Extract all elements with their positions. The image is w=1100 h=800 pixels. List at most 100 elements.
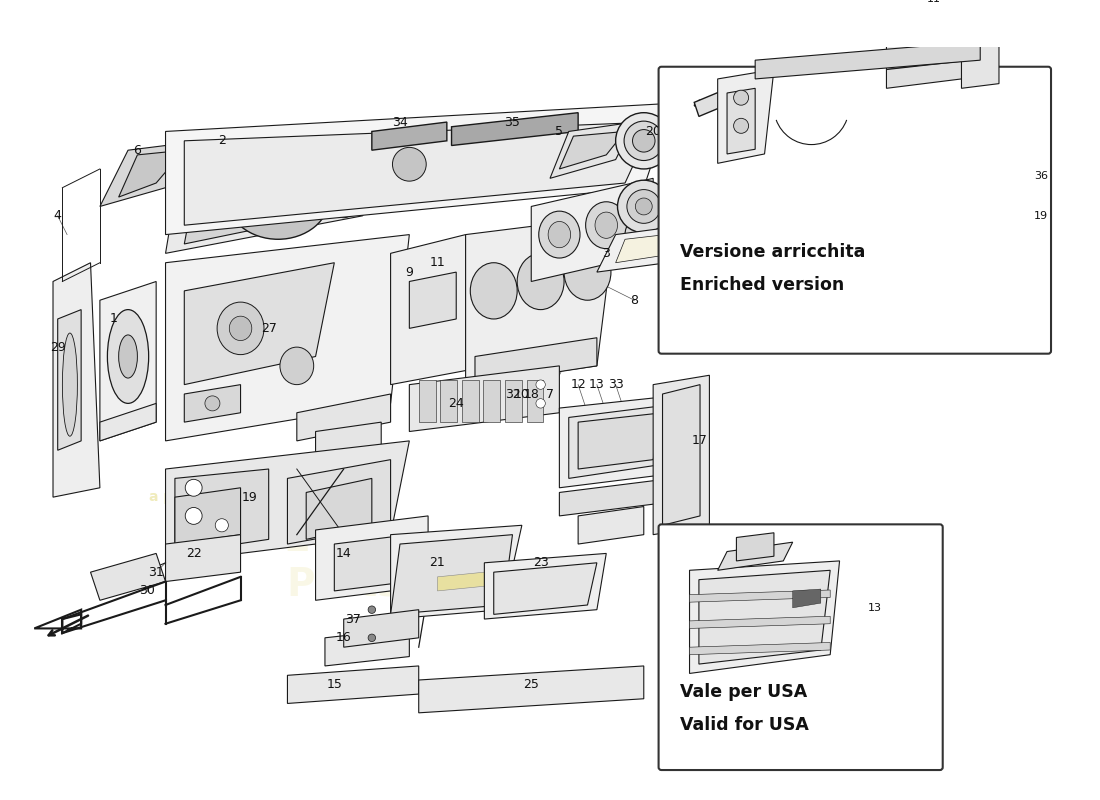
Polygon shape [53, 262, 100, 497]
Ellipse shape [185, 507, 202, 524]
Polygon shape [185, 122, 653, 226]
Polygon shape [57, 310, 81, 450]
Ellipse shape [548, 222, 571, 248]
Text: 13: 13 [588, 378, 605, 391]
Polygon shape [793, 589, 821, 608]
Text: 32: 32 [505, 387, 520, 401]
Polygon shape [185, 262, 334, 385]
Ellipse shape [119, 335, 138, 378]
Text: 14: 14 [336, 547, 352, 560]
Polygon shape [961, 0, 999, 88]
Text: 19: 19 [242, 490, 257, 504]
Polygon shape [672, 131, 710, 150]
Polygon shape [616, 226, 747, 262]
Ellipse shape [632, 130, 654, 152]
Polygon shape [343, 610, 419, 647]
Text: 9: 9 [406, 266, 414, 278]
Polygon shape [119, 150, 185, 197]
Text: 13: 13 [868, 603, 882, 613]
Ellipse shape [564, 244, 611, 300]
Text: Valid for USA: Valid for USA [680, 716, 808, 734]
Polygon shape [531, 178, 653, 282]
Ellipse shape [636, 198, 652, 215]
Text: 6: 6 [133, 144, 141, 157]
Polygon shape [887, 0, 971, 70]
Polygon shape [451, 113, 579, 146]
Ellipse shape [616, 113, 672, 169]
Polygon shape [690, 590, 830, 602]
Text: 31: 31 [148, 566, 164, 578]
FancyBboxPatch shape [659, 524, 943, 770]
Polygon shape [185, 385, 241, 422]
Polygon shape [662, 385, 700, 526]
Polygon shape [690, 642, 830, 654]
Text: 24: 24 [449, 397, 464, 410]
Ellipse shape [227, 155, 330, 239]
Ellipse shape [585, 202, 627, 249]
Polygon shape [409, 366, 560, 431]
Polygon shape [306, 478, 372, 539]
Polygon shape [90, 554, 165, 600]
Polygon shape [409, 272, 456, 328]
Polygon shape [165, 122, 428, 254]
Polygon shape [419, 380, 436, 422]
Text: 11: 11 [430, 256, 446, 270]
Text: 22: 22 [186, 547, 201, 560]
Text: 3: 3 [603, 247, 611, 260]
Polygon shape [287, 460, 390, 544]
Text: Versione arricchita: Versione arricchita [680, 243, 866, 262]
Polygon shape [756, 42, 980, 79]
Polygon shape [694, 79, 756, 117]
Ellipse shape [734, 90, 749, 105]
Polygon shape [550, 122, 635, 178]
Text: 30: 30 [139, 585, 155, 598]
Ellipse shape [217, 302, 264, 354]
Polygon shape [185, 131, 400, 244]
Polygon shape [165, 441, 409, 562]
Text: 7: 7 [546, 387, 554, 401]
Polygon shape [440, 380, 458, 422]
Polygon shape [690, 561, 839, 674]
Text: 5: 5 [556, 125, 563, 138]
Ellipse shape [368, 606, 375, 614]
Polygon shape [483, 380, 500, 422]
Polygon shape [316, 516, 428, 600]
Text: 1: 1 [110, 313, 118, 326]
Polygon shape [100, 403, 156, 441]
Text: 19: 19 [1034, 211, 1048, 221]
Ellipse shape [216, 518, 229, 532]
Polygon shape [390, 234, 465, 385]
Ellipse shape [332, 195, 355, 218]
Text: 21: 21 [430, 556, 446, 570]
Text: a partsforeuroparts.inc: a partsforeuroparts.inc [150, 490, 332, 504]
Ellipse shape [617, 180, 670, 233]
Polygon shape [297, 394, 390, 441]
Polygon shape [100, 282, 156, 441]
Polygon shape [505, 380, 521, 422]
Text: 29: 29 [50, 341, 66, 354]
Text: 20: 20 [646, 125, 661, 138]
Ellipse shape [393, 147, 426, 181]
Polygon shape [334, 534, 409, 591]
Polygon shape [462, 380, 478, 422]
Text: 2: 2 [218, 134, 226, 147]
Ellipse shape [185, 479, 202, 496]
Polygon shape [690, 616, 830, 629]
Ellipse shape [205, 396, 220, 411]
Ellipse shape [944, 21, 962, 43]
Ellipse shape [595, 212, 617, 238]
Polygon shape [324, 629, 409, 666]
Polygon shape [698, 570, 830, 664]
Polygon shape [175, 488, 241, 544]
Ellipse shape [471, 262, 517, 319]
Polygon shape [316, 422, 382, 469]
Text: 8: 8 [630, 294, 638, 306]
Polygon shape [494, 562, 597, 614]
Polygon shape [484, 554, 606, 619]
Ellipse shape [734, 118, 749, 134]
Ellipse shape [250, 174, 306, 221]
Text: 36: 36 [1034, 171, 1048, 182]
Polygon shape [560, 131, 625, 169]
Text: 10: 10 [514, 387, 530, 401]
Polygon shape [287, 666, 419, 703]
